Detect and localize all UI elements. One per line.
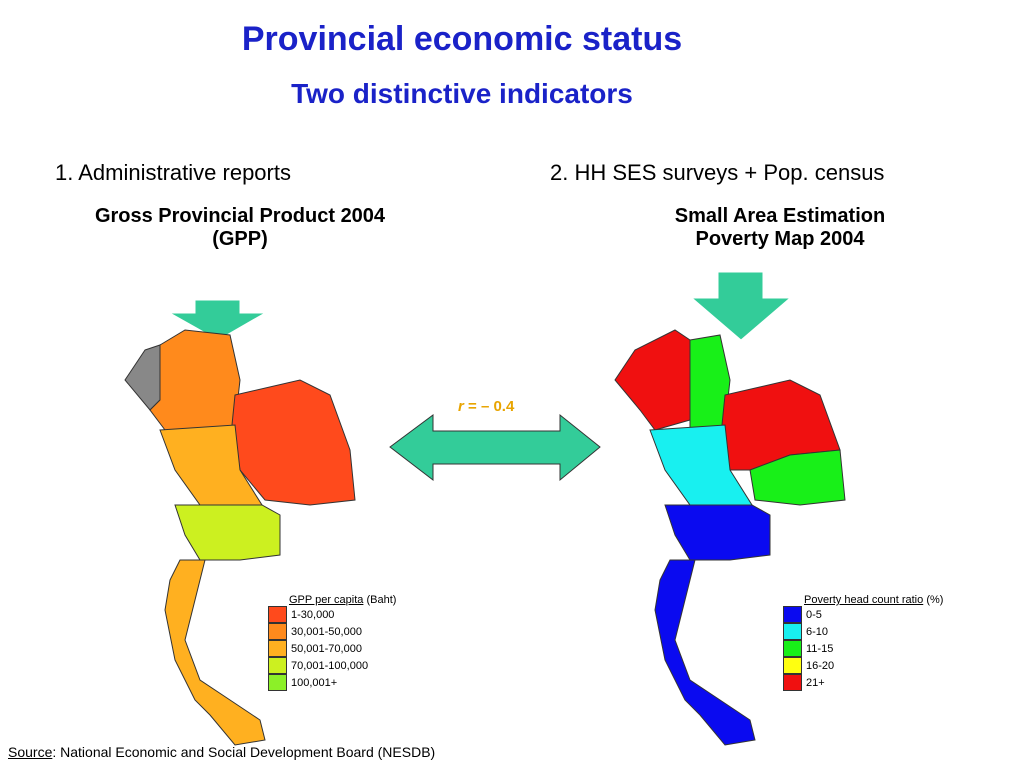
legend-swatch	[783, 674, 802, 691]
region	[149, 329, 241, 441]
legend-title: GPP per capita	[289, 594, 364, 606]
legend-label: 100,001+	[291, 676, 338, 689]
legend-title: Poverty head count ratio	[804, 594, 924, 606]
region	[174, 504, 281, 561]
legend-label: 16-20	[806, 659, 835, 672]
legend-label: 1-30,000	[291, 608, 335, 621]
down-arrow	[168, 299, 267, 341]
legend-item: 100,001+	[268, 674, 396, 691]
text: (GPP)	[212, 228, 268, 250]
correlation: r = – 0.4	[458, 398, 514, 415]
legend-label: 6-10	[806, 625, 829, 638]
down-arrow	[690, 271, 792, 341]
right-heading: 2. HH SES surveys + Pop. census	[550, 160, 885, 185]
legend-swatch	[268, 657, 287, 674]
legend-swatch	[783, 640, 802, 657]
legend-swatch	[268, 623, 287, 640]
legend-label: 70,001-100,000	[291, 659, 369, 672]
legend-item: 16-20	[783, 657, 943, 674]
region	[664, 504, 771, 561]
legend-swatch	[268, 640, 287, 657]
map-gpp	[124, 329, 356, 746]
source: Source: National Economic and Social Dev…	[8, 744, 435, 760]
legend-item: 1-30,000	[268, 606, 396, 623]
legend-label: 0-5	[806, 608, 822, 621]
legend-label: 21+	[806, 676, 825, 689]
double-arrow	[389, 413, 601, 482]
legend: Poverty head count ratio (%) 0-5 6-10 11-15…	[783, 594, 943, 691]
region	[124, 344, 161, 411]
right-subheading: Small Area Estimation Poverty Map 2004	[570, 205, 990, 251]
legend-item: 50,001-70,000	[268, 640, 396, 657]
legend-item: 21+	[783, 674, 943, 691]
legend-item: 11-15	[783, 640, 943, 657]
text: Small Area Estimation	[674, 205, 886, 227]
left-heading: 1. Administrative reports	[55, 160, 291, 185]
map-poverty	[614, 329, 846, 746]
legend-item: 0-5	[783, 606, 943, 623]
region	[749, 449, 846, 506]
symbol: r	[458, 398, 464, 415]
legend: GPP per capita (Baht) 1-30,000 30,001-50,0…	[268, 594, 396, 691]
region	[164, 559, 266, 746]
legend-item: 30,001-50,000	[268, 623, 396, 640]
legend-swatch	[268, 606, 287, 623]
legend-swatch	[783, 657, 802, 674]
text: = – 0.4	[468, 398, 515, 415]
source-label: Source	[8, 744, 53, 760]
legend-unit: (Baht)	[366, 594, 397, 606]
region	[614, 329, 691, 431]
subtitle: Two distinctive indicators	[291, 78, 633, 109]
text: Poverty Map 2004	[695, 228, 865, 250]
source-text: : National Economic and Social Developme…	[52, 744, 436, 760]
left-subheading: Gross Provincial Product 2004 (GPP)	[40, 205, 440, 251]
legend-item: 6-10	[783, 623, 943, 640]
title: Provincial economic status	[241, 20, 683, 58]
legend-label: 11-15	[806, 642, 834, 655]
text: Gross Provincial Product 2004	[94, 205, 386, 227]
region	[654, 559, 756, 746]
legend-label: 50,001-70,000	[291, 642, 362, 655]
legend-swatch	[783, 606, 802, 623]
legend-item: 70,001-100,000	[268, 657, 396, 674]
arrows	[168, 271, 792, 482]
legend-swatch	[783, 623, 802, 640]
legend-swatch	[268, 674, 287, 691]
legend-unit: (%)	[926, 594, 944, 606]
legend-label: 30,001-50,000	[291, 625, 362, 638]
